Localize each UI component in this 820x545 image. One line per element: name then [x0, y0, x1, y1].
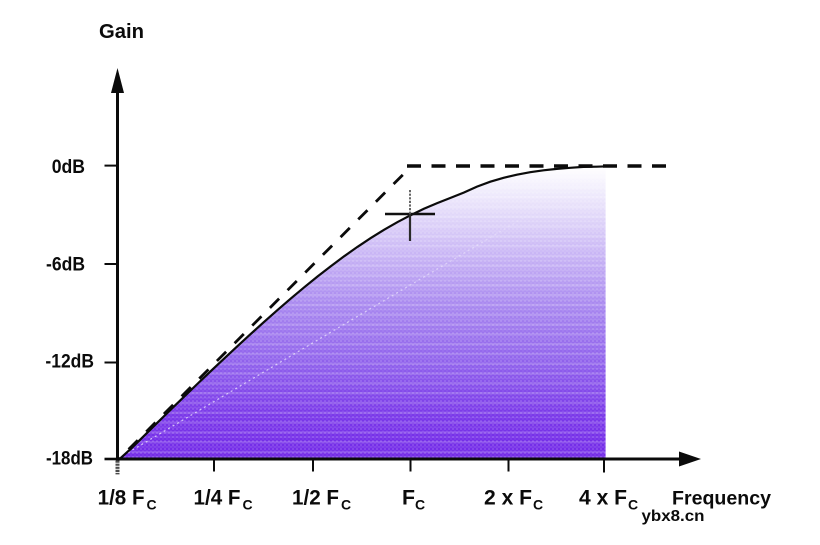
svg-text:0dB: 0dB [52, 156, 85, 178]
svg-text:C: C [533, 497, 543, 513]
svg-text:F: F [402, 487, 415, 510]
svg-text:1/8 F: 1/8 F [98, 487, 145, 510]
svg-text:Frequency: Frequency [672, 488, 771, 510]
svg-text:4 x F: 4 x F [579, 487, 627, 510]
svg-text:-18dB: -18dB [46, 448, 93, 470]
svg-text:2 x F: 2 x F [484, 487, 532, 510]
svg-text:C: C [147, 497, 157, 513]
svg-text:C: C [243, 497, 253, 513]
svg-text:1/2 F: 1/2 F [292, 487, 339, 510]
svg-text:-12dB: -12dB [45, 351, 94, 373]
svg-text:C: C [341, 497, 351, 513]
svg-text:C: C [415, 497, 425, 513]
svg-text:Gain: Gain [99, 21, 144, 43]
svg-text:1/4 F: 1/4 F [194, 487, 241, 510]
svg-text:-6dB: -6dB [46, 254, 85, 276]
svg-text:C: C [628, 497, 638, 513]
svg-text:ybx8.cn: ybx8.cn [642, 508, 705, 525]
